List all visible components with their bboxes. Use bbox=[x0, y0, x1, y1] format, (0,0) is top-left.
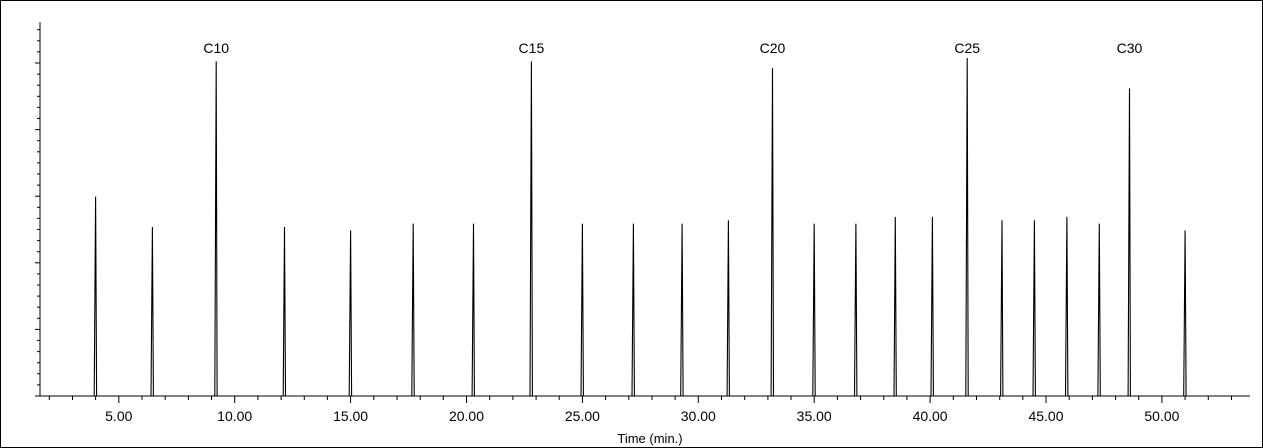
x-tick-label: 10.00 bbox=[217, 408, 252, 424]
x-axis-tick-labels: 5.00 10.00 15.00 20.00 25.00 30.00 35.00 40.00 4… bbox=[105, 408, 1179, 424]
chart-axes bbox=[39, 22, 1250, 397]
x-tick-label: 20.00 bbox=[449, 408, 484, 424]
x-axis-title: Time (min.) bbox=[617, 431, 682, 446]
x-tick-label: 50.00 bbox=[1144, 408, 1179, 424]
x-tick-label: 40.00 bbox=[913, 408, 948, 424]
x-tick-label: 35.00 bbox=[797, 408, 832, 424]
chromatogram-trace bbox=[40, 57, 1250, 397]
x-tick-label: 45.00 bbox=[1028, 408, 1063, 424]
x-tick-label: 5.00 bbox=[105, 408, 132, 424]
x-axis-ticks bbox=[48, 396, 1232, 403]
peak-label-c25: C25 bbox=[954, 40, 980, 56]
peak-label-c10: C10 bbox=[203, 40, 229, 56]
peak-label-c15: C15 bbox=[519, 40, 545, 56]
peak-labels: C10 C15 C20 C25 C30 bbox=[203, 40, 1142, 56]
x-tick-label: 25.00 bbox=[565, 408, 600, 424]
x-tick-label: 15.00 bbox=[333, 408, 368, 424]
peak-label-c20: C20 bbox=[760, 40, 786, 56]
y-axis-ticks bbox=[35, 29, 40, 397]
x-tick-label: 30.00 bbox=[681, 408, 716, 424]
peak-label-c30: C30 bbox=[1117, 40, 1143, 56]
